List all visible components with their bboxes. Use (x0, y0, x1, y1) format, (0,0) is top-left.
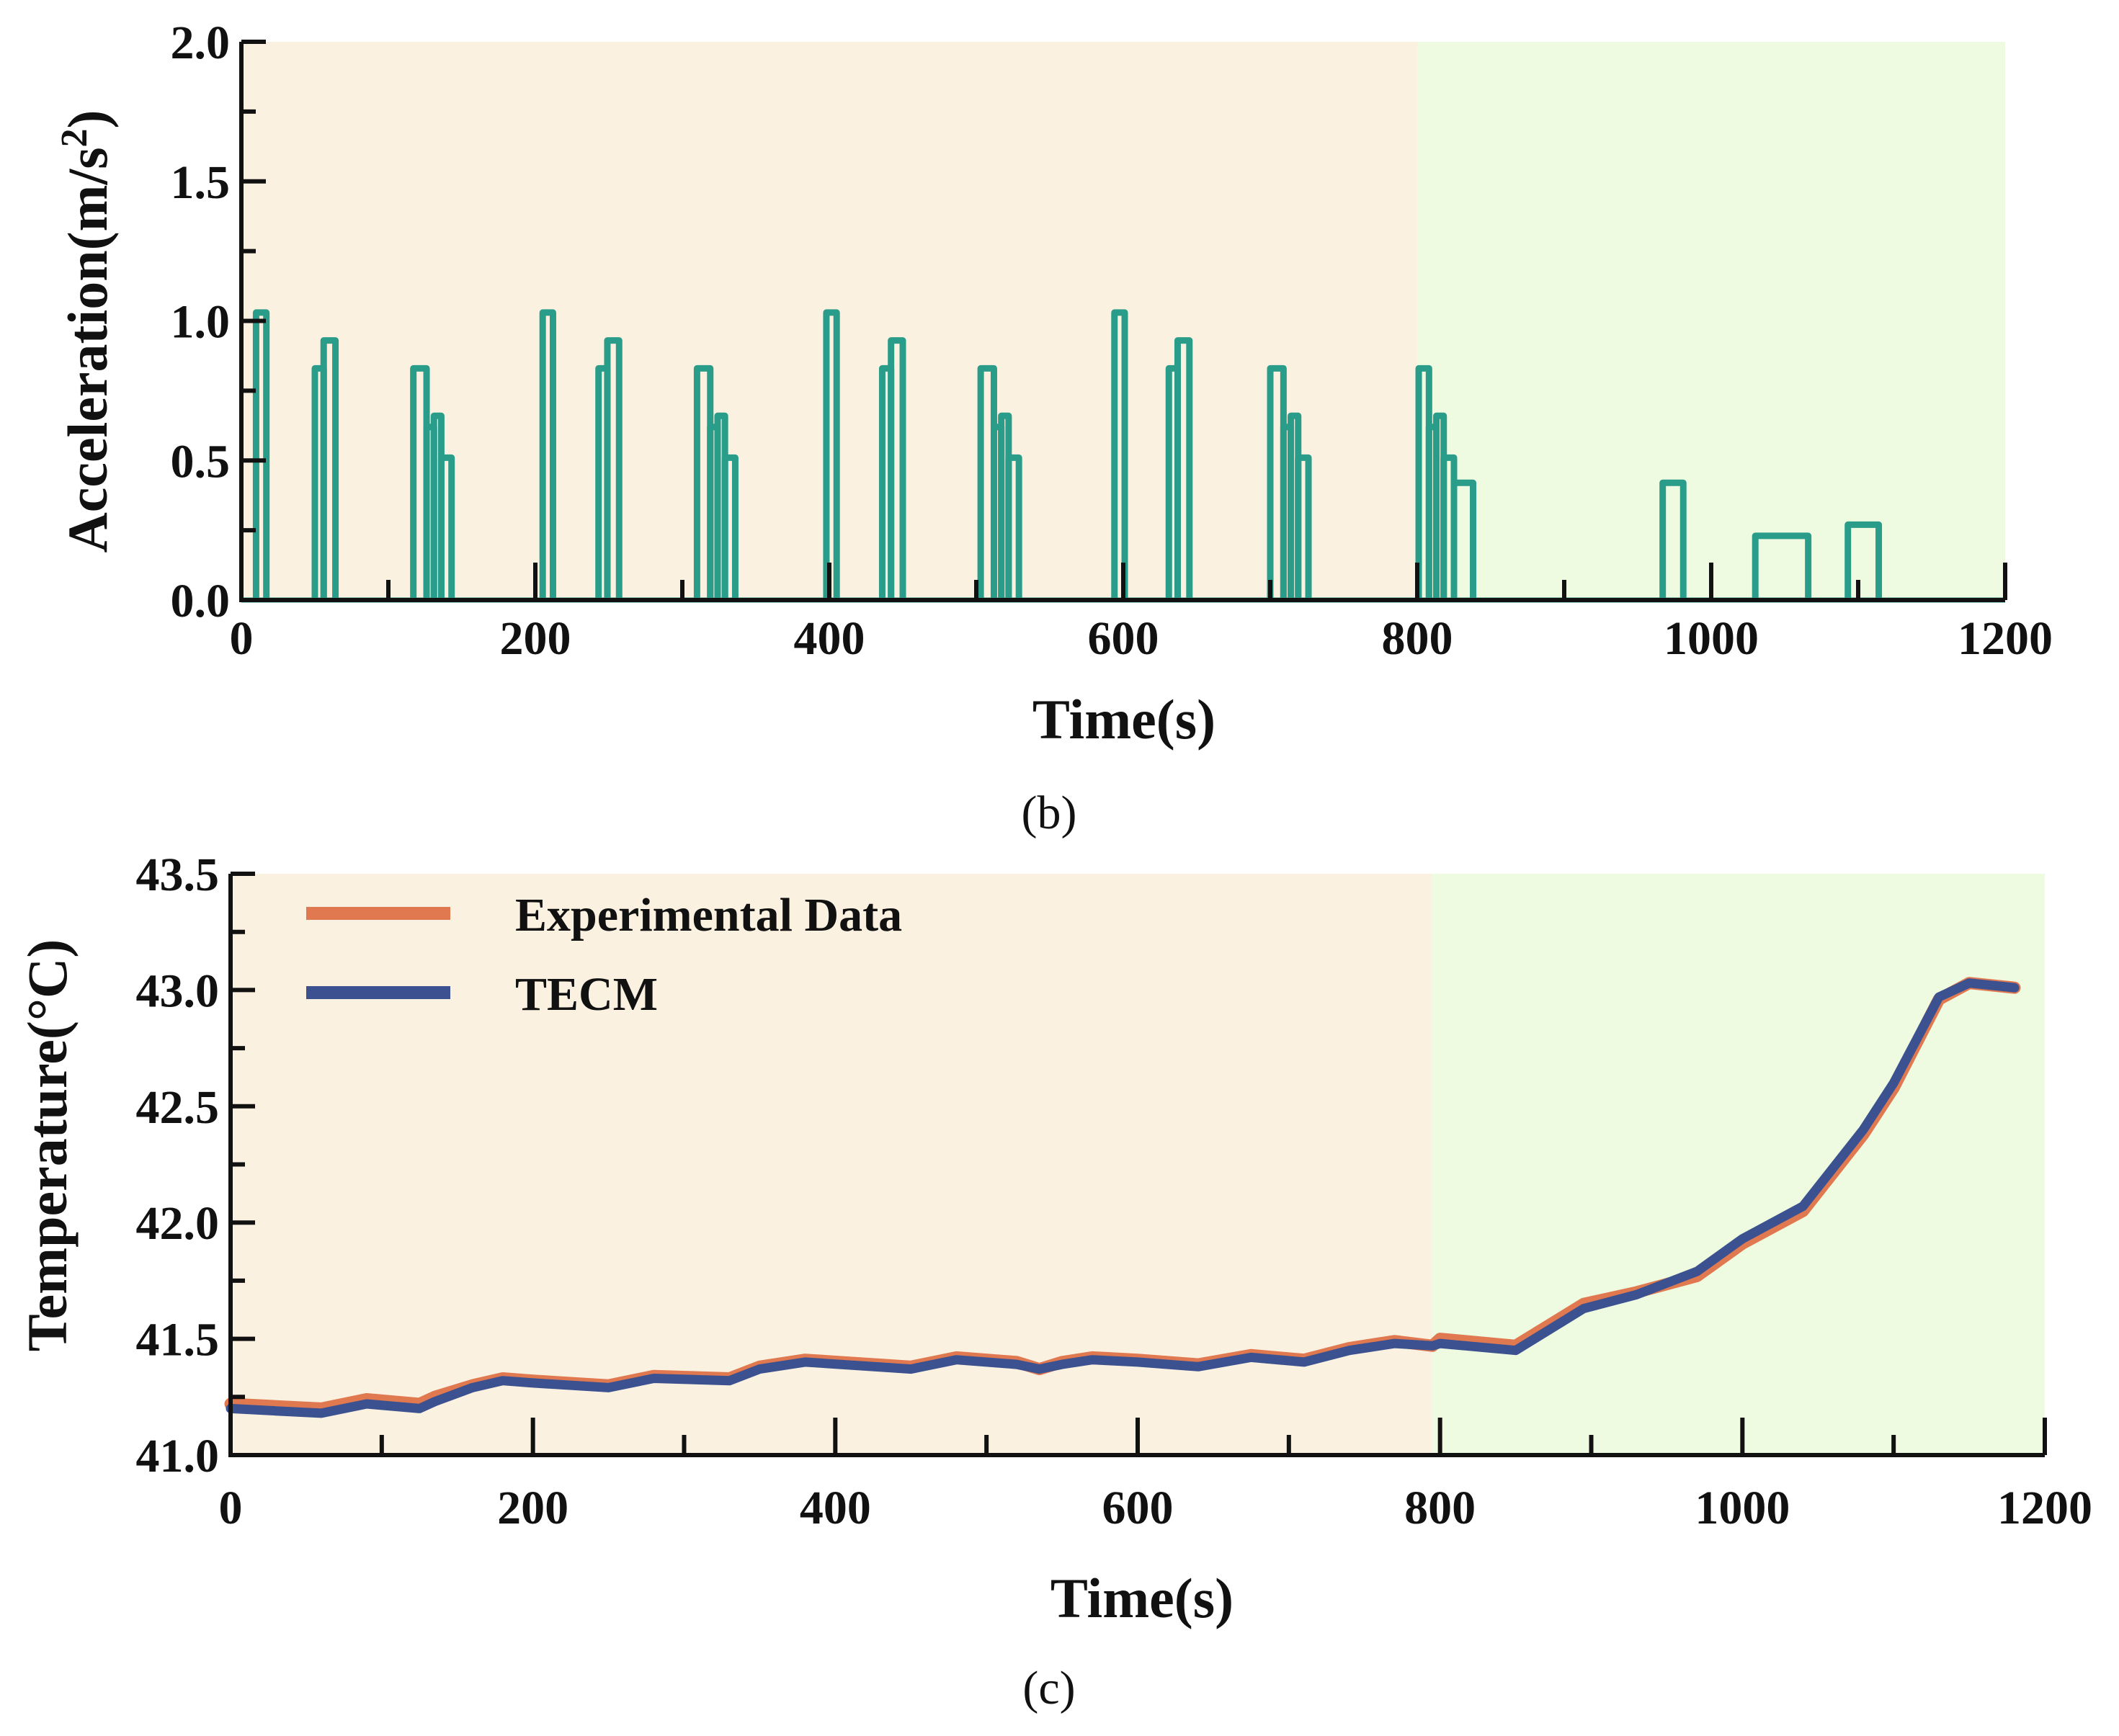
temperature-chart: 0 200 400 600 800 1000 1200 41.0 41.5 42.0 42.5 43… (16, 849, 2092, 1714)
acceleration-pulse (1752, 532, 1812, 600)
acceleration-x-tick-label: 400 (794, 612, 865, 665)
acceleration-y-tick-label: 0.5 (171, 435, 231, 488)
acceleration-pulse (1844, 521, 1883, 600)
temperature-x-tick-label: 1200 (1997, 1482, 2092, 1534)
temperature-y-tick-label: 43.0 (136, 965, 220, 1017)
acceleration-x-tick-label: 0 (230, 612, 254, 665)
acceleration-x-tick-label: 200 (500, 612, 571, 665)
acceleration-pulse (320, 337, 339, 600)
tecm-line (226, 978, 2020, 1418)
acceleration-pulse (1174, 337, 1193, 600)
temperature-legend: Experimental Data TECM (306, 889, 902, 1021)
acceleration-pulse (539, 309, 556, 600)
temperature-shaded-regions (231, 874, 2045, 1455)
acceleration-x-tick-labels: 0 200 400 600 800 1000 1200 (230, 612, 2053, 665)
acceleration-x-tick-label: 1200 (1958, 612, 2053, 665)
legend-label-tecm: TECM (515, 968, 658, 1021)
temperature-x-tick-label: 600 (1102, 1482, 1174, 1534)
acceleration-pulse (1295, 454, 1312, 600)
acceleration-y-tick-label: 1.0 (171, 296, 231, 349)
temperature-y-axis-title: Temperature(°C) (16, 939, 79, 1352)
acceleration-y-axis-title-superscript: 2 (54, 128, 95, 147)
acceleration-chart: 0 200 400 600 800 1000 1200 0.0 0.5 1.0 1.5 2.0 Ti… (54, 17, 2053, 839)
temperature-x-tick-label: 1000 (1695, 1482, 1790, 1534)
acceleration-x-axis-title: Time(s) (1032, 688, 1215, 751)
acceleration-y-tick-label: 1.5 (171, 156, 231, 209)
acceleration-pulse (252, 309, 270, 600)
acceleration-axes (239, 40, 2007, 602)
acceleration-x-tick-label: 1000 (1664, 612, 1759, 665)
temperature-y-tick-label: 43.5 (136, 849, 220, 901)
acceleration-pulse (823, 309, 840, 600)
temperature-y-tick-label: 42.5 (136, 1081, 220, 1134)
temperature-x-tick-label: 0 (219, 1482, 243, 1534)
acceleration-pulse (1450, 479, 1477, 600)
temperature-series (224, 977, 2021, 1418)
acceleration-pulse (604, 337, 623, 600)
acceleration-pulse (1659, 479, 1687, 600)
temperature-x-tick-labels: 0 200 400 600 800 1000 1200 (219, 1482, 2093, 1534)
acceleration-pulse (1005, 454, 1022, 600)
acceleration-y-axis-title-main: Acceleration(m/s (56, 147, 119, 552)
legend-label-experimental: Experimental Data (515, 889, 902, 941)
acceleration-x-tick-label: 600 (1088, 612, 1159, 665)
acceleration-pulse (888, 337, 906, 600)
acceleration-pulse (1111, 309, 1128, 600)
temperature-x-tick-label: 800 (1404, 1482, 1476, 1534)
temperature-axes (228, 872, 2047, 1457)
temperature-x-tick-label: 200 (497, 1482, 568, 1534)
acceleration-y-axis-title: Acceleration(m/s2) (54, 109, 119, 552)
acceleration-pulse (437, 454, 455, 600)
acceleration-region-phase-2 (1417, 42, 2005, 600)
acceleration-y-tick-label: 2.0 (171, 17, 231, 69)
temperature-x-axis-title: Time(s) (1050, 1567, 1234, 1629)
acceleration-pulse (721, 454, 739, 600)
temperature-y-tick-labels: 41.0 41.5 42.0 42.5 43.0 43.5 (136, 849, 220, 1482)
acceleration-series (241, 309, 2005, 603)
acceleration-y-tick-labels: 0.0 0.5 1.0 1.5 2.0 (171, 17, 231, 627)
temperature-y-tick-label: 42.0 (136, 1197, 220, 1250)
acceleration-y-tick-label: 0.0 (171, 575, 231, 627)
temperature-x-tick-label: 400 (800, 1482, 871, 1534)
acceleration-y-axis-title-tail: ) (56, 109, 119, 128)
temperature-region-phase-2 (1432, 874, 2045, 1455)
temperature-y-tick-label: 41.0 (136, 1430, 220, 1482)
temperature-y-tick-label: 41.5 (136, 1314, 220, 1366)
acceleration-panel-label: (b) (1022, 787, 1077, 839)
temperature-panel-label: (c) (1022, 1662, 1075, 1714)
acceleration-x-tick-label: 800 (1382, 612, 1453, 665)
